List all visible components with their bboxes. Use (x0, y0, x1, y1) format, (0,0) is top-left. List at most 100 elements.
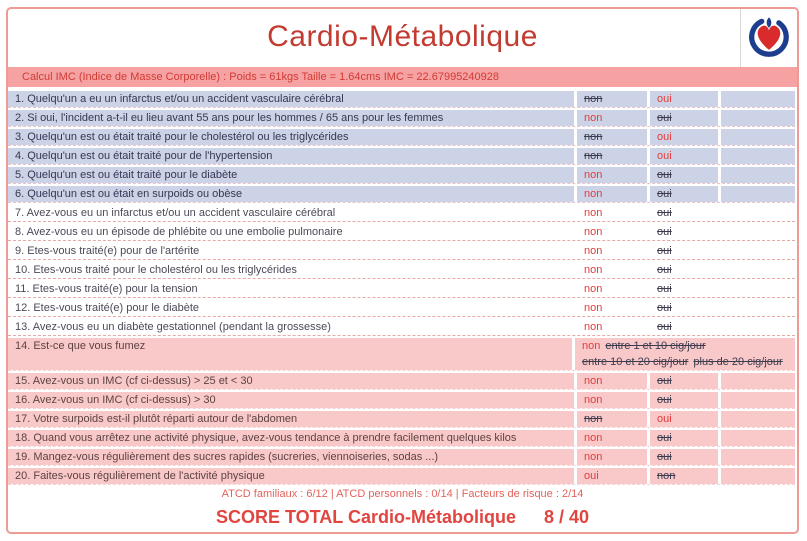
answer-option-oui[interactable]: oui (657, 394, 672, 406)
question-text: 12. Etes-vous traité(e) pour le diabète (8, 300, 574, 316)
question-text: 5. Quelqu'un est ou était traité pour le… (8, 167, 574, 183)
answer-cell-second: oui (650, 449, 718, 465)
answer-cell-first: non (577, 205, 647, 221)
spare-cell (721, 468, 795, 484)
answer-option-non[interactable]: non (584, 451, 603, 463)
spare-cell (721, 243, 795, 259)
answer-option-oui[interactable]: oui (657, 375, 672, 387)
answer-option-entre-10-et-20-cig-jour[interactable]: entre 10 et 20 cig/jour (582, 356, 689, 368)
answer-cell-second: oui (650, 224, 718, 240)
answer-option-oui[interactable]: oui (657, 131, 672, 143)
question-row: 1. Quelqu'un a eu un infarctus et/ou un … (8, 91, 795, 108)
answer-option-oui[interactable]: oui (657, 432, 672, 444)
question-text: 19. Mangez-vous régulièrement des sucres… (8, 449, 574, 465)
score-total-label: SCORE TOTAL Cardio-Métabolique (215, 507, 516, 527)
answer-option-non[interactable]: non (584, 245, 603, 257)
question-text: 1. Quelqu'un a eu un infarctus et/ou un … (8, 91, 574, 107)
question-text: 4. Quelqu'un est ou était traité pour de… (8, 148, 574, 164)
spare-cell (721, 262, 795, 278)
spare-cell (721, 91, 795, 107)
answer-option-non[interactable]: non (584, 226, 603, 238)
question-row: 2. Si oui, l'incident a-t-il eu lieu ava… (8, 110, 795, 127)
answer-option-oui[interactable]: oui (657, 150, 672, 162)
spare-cell (721, 449, 795, 465)
question-text: 13. Avez-vous eu un diabète gestationnel… (8, 319, 574, 335)
answer-cell-first: non (577, 319, 647, 335)
answer-option-non[interactable]: non (584, 302, 603, 314)
answer-cell-first: non (577, 148, 647, 164)
spare-cell (721, 411, 795, 427)
question-row: 5. Quelqu'un est ou était traité pour le… (8, 167, 795, 184)
question-text: 3. Quelqu'un est ou était traité pour le… (8, 129, 574, 145)
answer-option-oui[interactable]: oui (657, 188, 672, 200)
spare-cell (721, 110, 795, 126)
answer-option-oui[interactable]: oui (584, 470, 599, 482)
answer-option-non[interactable]: non (584, 188, 603, 200)
answer-option-oui[interactable]: oui (657, 245, 672, 257)
answer-option-non[interactable]: non (584, 131, 603, 143)
question-text: 2. Si oui, l'incident a-t-il eu lieu ava… (8, 110, 574, 126)
answer-option-non[interactable]: non (584, 150, 603, 162)
question-text: 9. Etes-vous traité(e) pour de l'artérit… (8, 243, 574, 259)
answer-cell-first: non (577, 224, 647, 240)
spare-cell (721, 148, 795, 164)
question-row: 18. Quand vous arrêtez une activité phys… (8, 430, 795, 447)
answer-option-non[interactable]: non (584, 169, 603, 181)
answer-option-oui[interactable]: oui (657, 451, 672, 463)
answer-cell-first: oui (577, 468, 647, 484)
answer-line: non entre 1 et 10 cig/jour (582, 338, 795, 354)
answer-option-non[interactable]: non (584, 207, 603, 219)
answer-option-non[interactable]: non (584, 321, 603, 333)
answer-cell-first: non (577, 392, 647, 408)
question-row: 11. Etes-vous traité(e) pour la tension n… (8, 281, 795, 298)
answer-option-oui[interactable]: oui (657, 413, 672, 425)
spare-cell (721, 430, 795, 446)
subtotals-line: ATCD familiaux : 6/12 | ATCD personnels … (221, 488, 584, 500)
answer-option-non[interactable]: non (582, 340, 601, 352)
answer-option-oui[interactable]: oui (657, 112, 672, 124)
answer-option-entre-1-et-10-cig-jour[interactable]: entre 1 et 10 cig/jour (605, 340, 706, 352)
answer-option-non[interactable]: non (584, 413, 603, 425)
imc-status-bar: Calcul IMC (Indice de Masse Corporelle) … (8, 67, 797, 87)
answer-option-oui[interactable]: oui (657, 283, 672, 295)
answer-option-non[interactable]: non (584, 283, 603, 295)
answer-option-non[interactable]: non (584, 93, 603, 105)
question-row: 7. Avez-vous eu un infarctus et/ou un ac… (8, 205, 795, 222)
answer-option-oui[interactable]: oui (657, 93, 672, 105)
answer-option-oui[interactable]: oui (657, 207, 672, 219)
answer-option-oui[interactable]: oui (657, 169, 672, 181)
score-total-value: 8 / 40 (543, 507, 590, 527)
answer-cell-first: non (577, 373, 647, 389)
answer-option-non[interactable]: non (584, 432, 603, 444)
answer-cell-second: oui (650, 186, 718, 202)
question-row: 15. Avez-vous un IMC (cf ci-dessus) > 25… (8, 373, 795, 390)
answer-cell-first: non (577, 411, 647, 427)
answer-option-plus-de-20-cig-jour[interactable]: plus de 20 cig/jour (693, 356, 783, 368)
questionnaire-card: Cardio-Métabolique Calcul IMC (Indice de… (6, 7, 799, 534)
spare-cell (721, 300, 795, 316)
answer-cell-second: oui (650, 373, 718, 389)
answer-option-oui[interactable]: oui (657, 226, 672, 238)
logo-box (740, 9, 797, 67)
answer-option-non[interactable]: non (584, 394, 603, 406)
answer-option-non[interactable]: non (657, 470, 676, 482)
header: Cardio-Métabolique (8, 9, 797, 67)
answer-option-oui[interactable]: oui (657, 302, 672, 314)
answer-cell-second: non (650, 468, 718, 484)
answer-option-non[interactable]: non (584, 112, 603, 124)
question-text: 11. Etes-vous traité(e) pour la tension (8, 281, 574, 297)
answer-option-oui[interactable]: oui (657, 321, 672, 333)
question-row: 13. Avez-vous eu un diabète gestationnel… (8, 319, 795, 336)
question-text: 7. Avez-vous eu un infarctus et/ou un ac… (8, 205, 574, 221)
answer-option-non[interactable]: non (584, 375, 603, 387)
answer-cell-second: oui (650, 262, 718, 278)
answer-option-oui[interactable]: oui (657, 264, 672, 276)
question-text: 16. Avez-vous un IMC (cf ci-dessus) > 30 (8, 392, 574, 408)
question-text: 8. Avez-vous eu un épisode de phlébite o… (8, 224, 574, 240)
question-row: 3. Quelqu'un est ou était traité pour le… (8, 129, 795, 146)
answer-option-non[interactable]: non (584, 264, 603, 276)
spare-cell (721, 281, 795, 297)
question-row: 10. Etes-vous traité pour le cholestérol… (8, 262, 795, 279)
question-text: 20. Faites-vous régulièrement de l'activ… (8, 468, 574, 484)
answer-cell-first: non (577, 110, 647, 126)
